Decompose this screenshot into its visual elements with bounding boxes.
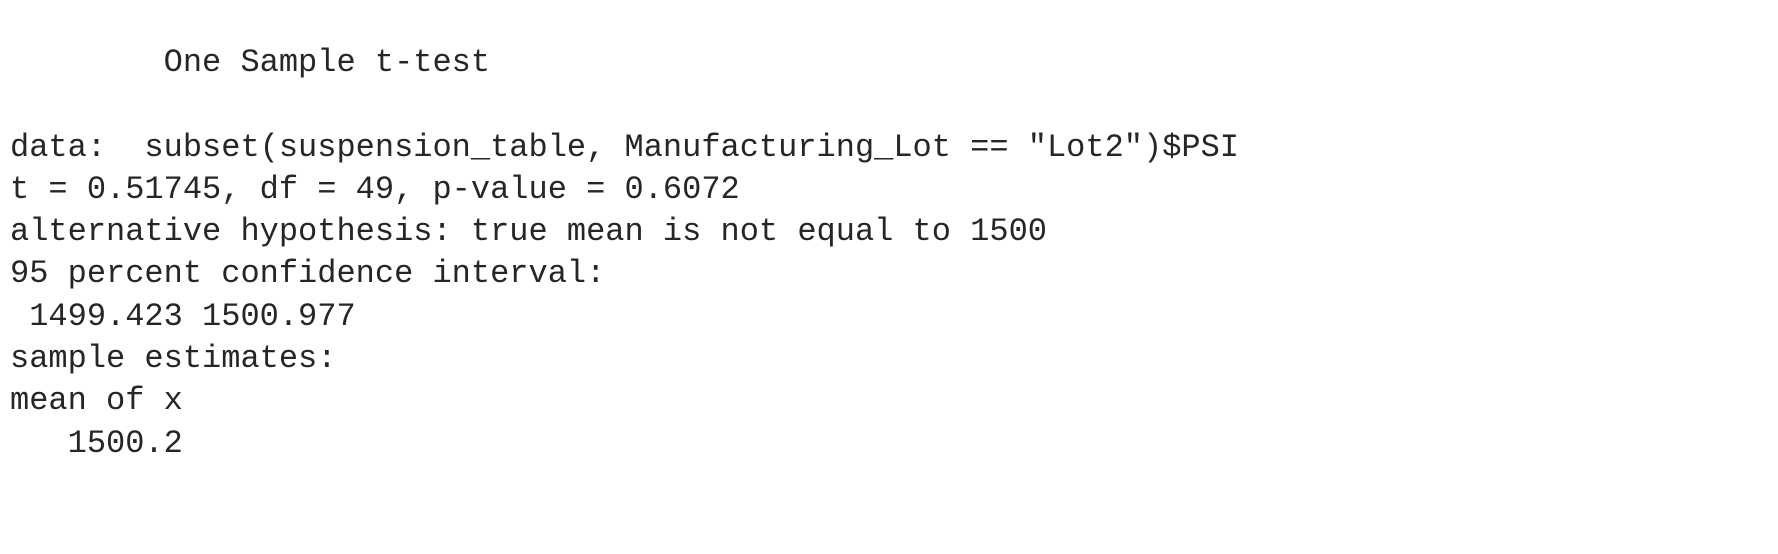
console-output: One Sample t-test data: subset(suspension…: [10, 42, 1239, 465]
confidence-interval-values: 1499.423 1500.977: [10, 297, 356, 335]
data-line: data: subset(suspension_table, Manufactu…: [10, 128, 1239, 166]
alternative-hypothesis-line: alternative hypothesis: true mean is not…: [10, 213, 1047, 251]
mean-value: 1500.2: [10, 424, 183, 462]
mean-label: mean of x: [10, 382, 183, 420]
sample-estimates-label: sample estimates:: [10, 340, 337, 378]
confidence-interval-label: 95 percent confidence interval:: [10, 255, 606, 293]
statistic-line: t = 0.51745, df = 49, p-value = 0.6072: [10, 170, 740, 208]
blank-line: [10, 84, 1239, 126]
test-title: One Sample t-test: [10, 44, 491, 81]
